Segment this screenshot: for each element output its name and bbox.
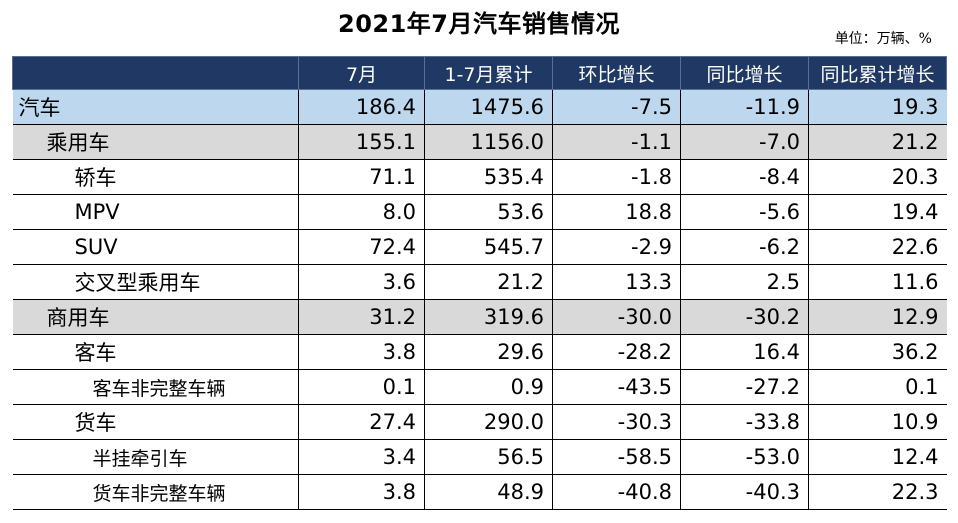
cell-cumulative: 545.7 — [424, 229, 553, 265]
table-row: MPV 8.0 53.6 18.8 -5.6 19.4 — [12, 194, 947, 230]
cell-yoy-cumulative-growth: 21.2 — [808, 124, 947, 160]
row-label: 半挂牵引车 — [12, 439, 299, 475]
cell-mom-growth: -58.5 — [552, 439, 681, 475]
row-label: 货车 — [12, 404, 299, 440]
cell-month: 72.4 — [298, 229, 425, 265]
cell-yoy-growth: -7.0 — [680, 124, 809, 160]
cell-yoy-growth: -33.8 — [680, 404, 809, 440]
table-row: 客车 3.8 29.6 -28.2 16.4 36.2 — [12, 334, 947, 370]
cell-mom-growth: -1.1 — [552, 124, 681, 160]
table-row: 交叉型乘用车 3.6 21.2 13.3 2.5 11.6 — [12, 264, 947, 300]
row-label: 轿车 — [12, 159, 299, 195]
row-label: SUV — [12, 229, 299, 265]
cell-mom-growth: -40.8 — [552, 474, 681, 510]
table-row: SUV 72.4 545.7 -2.9 -6.2 22.6 — [12, 229, 947, 265]
cell-yoy-cumulative-growth: 11.6 — [808, 264, 947, 300]
table-header-row: 7月 1-7月累计 环比增长 同比增长 同比累计增长 — [12, 56, 947, 90]
cell-month: 71.1 — [298, 159, 425, 195]
unit-label: 单位：万辆、% — [834, 31, 932, 47]
cell-cumulative: 53.6 — [424, 194, 553, 230]
cell-mom-growth: -7.5 — [552, 89, 681, 125]
cell-month: 155.1 — [298, 124, 425, 160]
header-yoy-cumulative-growth: 同比累计增长 — [808, 56, 947, 90]
row-label: 汽车 — [12, 89, 299, 125]
cell-yoy-cumulative-growth: 22.6 — [808, 229, 947, 265]
cell-cumulative: 21.2 — [424, 264, 553, 300]
cell-month: 3.6 — [298, 264, 425, 300]
cell-yoy-cumulative-growth: 20.3 — [808, 159, 947, 195]
cell-cumulative: 56.5 — [424, 439, 553, 475]
cell-yoy-cumulative-growth: 19.3 — [808, 89, 947, 125]
header-mom-growth: 环比增长 — [552, 56, 681, 90]
table-row: 客车非完整车辆 0.1 0.9 -43.5 -27.2 0.1 — [12, 369, 947, 405]
cell-yoy-cumulative-growth: 10.9 — [808, 404, 947, 440]
cell-yoy-growth: -8.4 — [680, 159, 809, 195]
cell-cumulative: 535.4 — [424, 159, 553, 195]
cell-month: 8.0 — [298, 194, 425, 230]
cell-cumulative: 290.0 — [424, 404, 553, 440]
table-row: 货车 27.4 290.0 -30.3 -33.8 10.9 — [12, 404, 947, 440]
cell-yoy-cumulative-growth: 12.9 — [808, 299, 947, 335]
cell-month: 31.2 — [298, 299, 425, 335]
cell-yoy-growth: -5.6 — [680, 194, 809, 230]
cell-cumulative: 48.9 — [424, 474, 553, 510]
row-label: 交叉型乘用车 — [12, 264, 299, 300]
cell-yoy-growth: 16.4 — [680, 334, 809, 370]
cell-yoy-growth: -11.9 — [680, 89, 809, 125]
row-label: 客车 — [12, 334, 299, 370]
table-row: 货车非完整车辆 3.8 48.9 -40.8 -40.3 22.3 — [12, 474, 947, 510]
cell-yoy-cumulative-growth: 22.3 — [808, 474, 947, 510]
table-body: 汽车 186.4 1475.6 -7.5 -11.9 19.3 乘用车 155.1 1156.0… — [12, 89, 947, 510]
table-row: 汽车 186.4 1475.6 -7.5 -11.9 19.3 — [12, 89, 947, 125]
table-row: 轿车 71.1 535.4 -1.8 -8.4 20.3 — [12, 159, 947, 195]
cell-month: 3.8 — [298, 334, 425, 370]
cell-yoy-growth: -53.0 — [680, 439, 809, 475]
cell-month: 0.1 — [298, 369, 425, 405]
cell-yoy-cumulative-growth: 0.1 — [808, 369, 947, 405]
page-title: 2021年7月汽车销售情况 — [338, 10, 620, 38]
cell-yoy-growth: -40.3 — [680, 474, 809, 510]
cell-month: 27.4 — [298, 404, 425, 440]
row-label: 客车非完整车辆 — [12, 369, 299, 405]
cell-mom-growth: -28.2 — [552, 334, 681, 370]
table-row: 乘用车 155.1 1156.0 -1.1 -7.0 21.2 — [12, 124, 947, 160]
row-label: 货车非完整车辆 — [12, 474, 299, 510]
cell-yoy-cumulative-growth: 36.2 — [808, 334, 947, 370]
header-month: 7月 — [298, 56, 425, 90]
cell-month: 186.4 — [298, 89, 425, 125]
cell-cumulative: 1156.0 — [424, 124, 553, 160]
cell-month: 3.8 — [298, 474, 425, 510]
cell-yoy-cumulative-growth: 12.4 — [808, 439, 947, 475]
cell-mom-growth: -30.3 — [552, 404, 681, 440]
row-label: 商用车 — [12, 299, 299, 335]
cell-cumulative: 1475.6 — [424, 89, 553, 125]
row-label: MPV — [12, 194, 299, 230]
cell-mom-growth: -43.5 — [552, 369, 681, 405]
header-yoy-growth: 同比增长 — [680, 56, 809, 90]
cell-mom-growth: 13.3 — [552, 264, 681, 300]
cell-yoy-growth: 2.5 — [680, 264, 809, 300]
row-label: 乘用车 — [12, 124, 299, 160]
cell-month: 3.4 — [298, 439, 425, 475]
cell-cumulative: 0.9 — [424, 369, 553, 405]
cell-yoy-growth: -6.2 — [680, 229, 809, 265]
table-row: 半挂牵引车 3.4 56.5 -58.5 -53.0 12.4 — [12, 439, 947, 475]
table-row: 商用车 31.2 319.6 -30.0 -30.2 12.9 — [12, 299, 947, 335]
cell-mom-growth: -1.8 — [552, 159, 681, 195]
cell-mom-growth: 18.8 — [552, 194, 681, 230]
cell-yoy-growth: -30.2 — [680, 299, 809, 335]
cell-cumulative: 29.6 — [424, 334, 553, 370]
header-cumulative: 1-7月累计 — [424, 56, 553, 90]
header-category — [12, 56, 299, 90]
cell-yoy-growth: -27.2 — [680, 369, 809, 405]
sales-table: 7月 1-7月累计 环比增长 同比增长 同比累计增长 汽车 186.4 1475.6… — [12, 56, 947, 510]
cell-mom-growth: -2.9 — [552, 229, 681, 265]
cell-yoy-cumulative-growth: 19.4 — [808, 194, 947, 230]
cell-cumulative: 319.6 — [424, 299, 553, 335]
cell-mom-growth: -30.0 — [552, 299, 681, 335]
